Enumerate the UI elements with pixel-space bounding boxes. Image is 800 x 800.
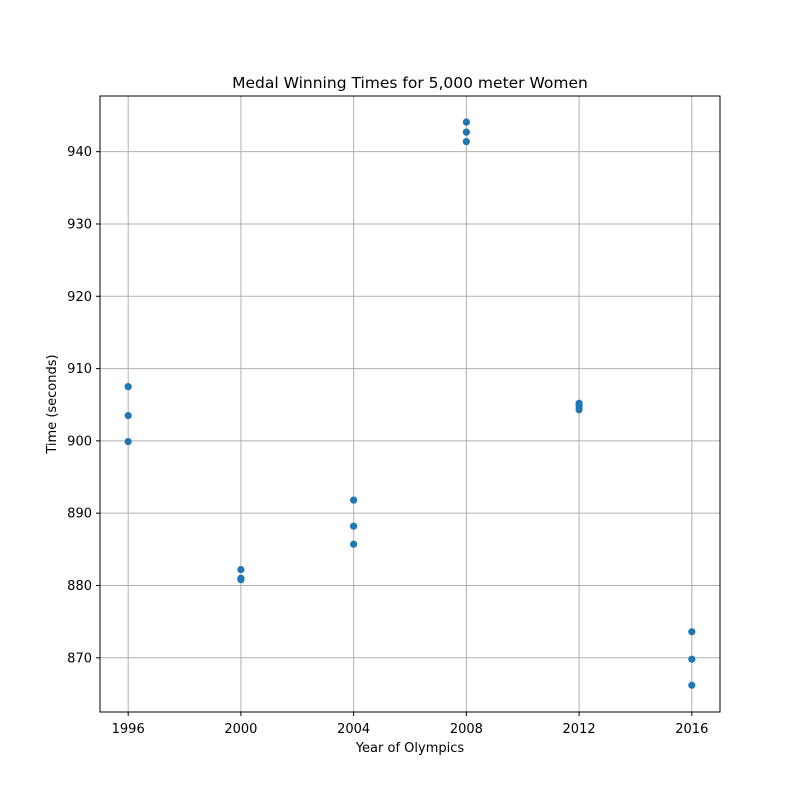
y-tick-label: 890 — [67, 507, 92, 522]
y-tick-label: 870 — [67, 651, 92, 666]
x-tick-label: 1996 — [112, 722, 145, 737]
x-axis-ticks: 1996 2000 2004 2008 2012 2016 — [112, 712, 708, 737]
data-point — [124, 383, 132, 391]
data-point — [350, 522, 358, 530]
data-point — [462, 118, 470, 126]
y-axis-ticks: 870 880 890 900 910 920 930 940 — [67, 145, 100, 666]
plot-frame — [99, 95, 721, 713]
data-point — [688, 681, 696, 689]
x-tick-label: 2012 — [563, 722, 596, 737]
data-point — [124, 411, 132, 420]
x-tick-label: 2008 — [450, 722, 483, 737]
x-tick-label: 2004 — [337, 722, 370, 737]
y-tick-label: 910 — [67, 362, 92, 377]
data-point — [462, 137, 470, 146]
chart-title: Medal Winning Times for 5,000 meter Wome… — [232, 74, 588, 92]
data-point — [575, 406, 583, 414]
data-point — [350, 496, 358, 504]
data-point — [688, 628, 696, 636]
data-point — [124, 437, 132, 446]
y-axis-label: Time (seconds) — [45, 354, 60, 454]
data-point — [688, 655, 696, 663]
data-points — [124, 118, 696, 689]
data-point — [237, 576, 245, 584]
x-tick-label: 2016 — [675, 722, 708, 737]
y-tick-label: 930 — [67, 217, 92, 232]
y-tick-label: 920 — [67, 290, 92, 305]
y-tick-label: 940 — [67, 145, 92, 160]
data-point — [462, 128, 470, 136]
y-tick-label: 900 — [67, 434, 92, 449]
data-point — [237, 565, 245, 574]
data-point — [350, 540, 358, 548]
y-tick-label: 880 — [67, 579, 92, 594]
x-axis-label: Year of Olympics — [355, 741, 465, 756]
x-tick-label: 2000 — [224, 722, 257, 737]
